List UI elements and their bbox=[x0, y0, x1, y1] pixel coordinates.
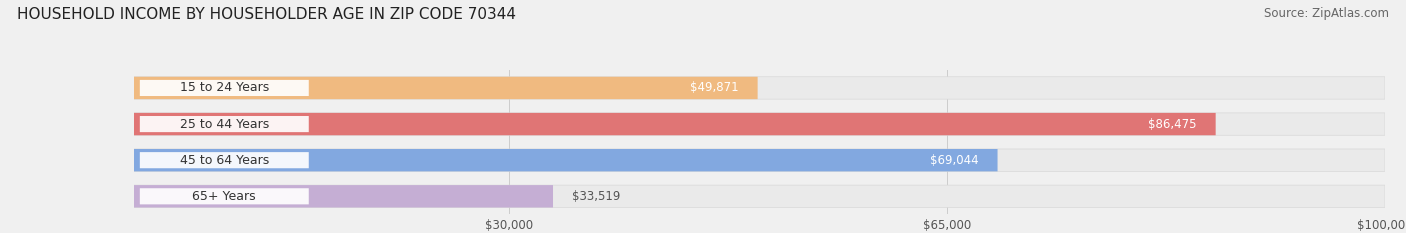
FancyBboxPatch shape bbox=[134, 113, 1216, 135]
FancyBboxPatch shape bbox=[134, 113, 1385, 135]
Text: 15 to 24 Years: 15 to 24 Years bbox=[180, 82, 269, 94]
Text: $69,044: $69,044 bbox=[931, 154, 979, 167]
Text: 25 to 44 Years: 25 to 44 Years bbox=[180, 118, 269, 130]
FancyBboxPatch shape bbox=[134, 77, 758, 99]
FancyBboxPatch shape bbox=[139, 188, 309, 204]
Text: $86,475: $86,475 bbox=[1149, 118, 1197, 130]
Text: $33,519: $33,519 bbox=[572, 190, 620, 203]
FancyBboxPatch shape bbox=[134, 149, 997, 171]
Text: HOUSEHOLD INCOME BY HOUSEHOLDER AGE IN ZIP CODE 70344: HOUSEHOLD INCOME BY HOUSEHOLDER AGE IN Z… bbox=[17, 7, 516, 22]
FancyBboxPatch shape bbox=[134, 77, 1385, 99]
FancyBboxPatch shape bbox=[134, 149, 1385, 171]
Text: 45 to 64 Years: 45 to 64 Years bbox=[180, 154, 269, 167]
FancyBboxPatch shape bbox=[134, 185, 553, 208]
FancyBboxPatch shape bbox=[139, 80, 309, 96]
FancyBboxPatch shape bbox=[139, 152, 309, 168]
FancyBboxPatch shape bbox=[139, 116, 309, 132]
Text: 65+ Years: 65+ Years bbox=[193, 190, 256, 203]
Text: Source: ZipAtlas.com: Source: ZipAtlas.com bbox=[1264, 7, 1389, 20]
Text: $49,871: $49,871 bbox=[690, 82, 740, 94]
FancyBboxPatch shape bbox=[134, 185, 1385, 208]
